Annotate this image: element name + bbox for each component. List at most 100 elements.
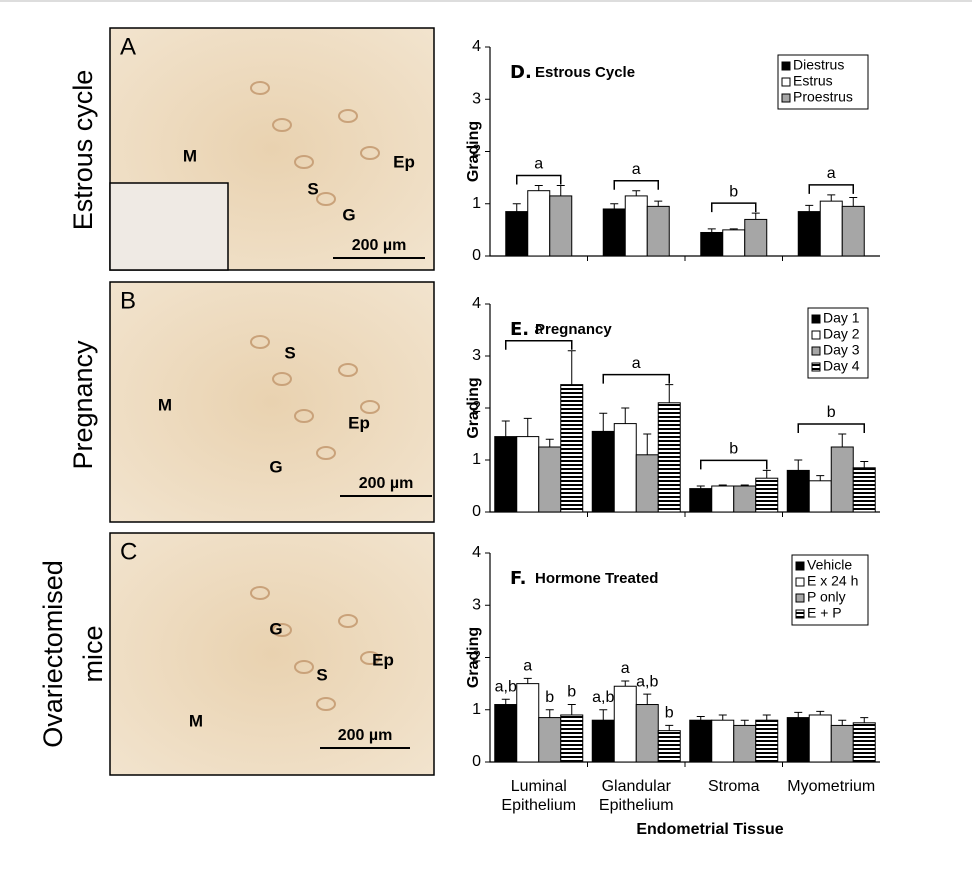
legend-label: P only — [807, 589, 846, 605]
gland — [316, 697, 336, 711]
y-axis-label: Grading — [465, 377, 482, 438]
bar — [591, 719, 615, 763]
error-bar — [599, 709, 608, 721]
tissue-label: Ep — [393, 152, 415, 171]
bar — [538, 446, 562, 513]
x-tick-label: Epithelium — [501, 797, 576, 814]
bar — [733, 724, 757, 763]
bar — [711, 719, 735, 763]
x-tick-label: Epithelium — [599, 797, 674, 814]
bar — [755, 477, 779, 513]
error-bar — [805, 204, 814, 212]
error-bar — [751, 212, 760, 220]
gland — [338, 614, 358, 628]
panel-letter: B — [120, 287, 136, 314]
error-bar — [762, 714, 771, 721]
gland — [250, 586, 270, 600]
gland — [360, 651, 380, 665]
error-bar — [860, 717, 869, 723]
legend-label: E x 24 h — [807, 573, 858, 589]
significance-label: a — [632, 355, 641, 372]
error-bar — [523, 677, 532, 684]
significance-label: a,b — [592, 689, 614, 706]
y-tick-label: 3 — [472, 596, 481, 613]
error-bar — [740, 484, 749, 486]
legend-swatch — [781, 93, 791, 103]
bar — [560, 714, 584, 763]
bar — [786, 469, 810, 513]
error-bar — [567, 350, 576, 385]
error-bar — [545, 438, 554, 447]
legend-label: Diestrus — [793, 57, 844, 73]
chart-title: Pregnancy — [535, 321, 612, 338]
tissue-label: G — [269, 619, 282, 638]
bar — [635, 704, 659, 763]
y-axis-label: Grading — [465, 627, 482, 688]
x-tick-label: Luminal — [511, 778, 567, 795]
bar — [602, 208, 626, 257]
legend-swatch — [795, 593, 805, 603]
bracket — [711, 202, 757, 213]
gland — [316, 192, 336, 206]
gland — [250, 81, 270, 95]
tissue-label: M — [158, 395, 172, 414]
x-tick-label: Glandular — [602, 778, 672, 795]
significance-label: a,b — [636, 673, 658, 690]
bar — [841, 205, 865, 257]
y-tick-label: 2 — [472, 399, 481, 416]
significance-label: b — [729, 183, 738, 200]
bar — [808, 714, 832, 763]
bar — [819, 200, 843, 257]
error-bar — [849, 196, 858, 207]
bar — [755, 719, 779, 763]
y-tick-label: 3 — [472, 347, 481, 364]
bar — [797, 211, 821, 257]
y-tick-label: 1 — [472, 451, 481, 468]
bracket — [613, 179, 659, 190]
error-bar — [696, 716, 705, 721]
bracket — [700, 459, 768, 470]
legend-swatch — [811, 362, 821, 372]
gland — [360, 400, 380, 414]
error-bar — [794, 711, 803, 718]
bracket — [797, 423, 865, 433]
y-axis-label: Grading — [465, 121, 482, 182]
chart-panel: F. — [510, 568, 527, 589]
bracket — [602, 373, 670, 384]
legend-label: Vehicle — [807, 557, 852, 573]
bar — [591, 430, 615, 513]
micrograph — [109, 532, 435, 776]
scale-label: 200 µm — [352, 237, 407, 254]
gland — [338, 363, 358, 377]
y-tick-label: 4 — [472, 38, 481, 55]
legend-label: Day 4 — [823, 358, 860, 374]
bar — [830, 724, 854, 763]
legend-swatch — [795, 609, 805, 619]
x-tick-label: Myometrium — [787, 778, 875, 795]
error-bar — [718, 484, 727, 486]
gland — [294, 660, 314, 674]
error-bar — [838, 433, 847, 447]
chart-title: Estrous Cycle — [535, 64, 635, 81]
significance-label: a — [523, 658, 532, 675]
y-tick-label: 2 — [472, 649, 481, 666]
legend-label: Estrus — [793, 73, 833, 89]
scale-label: 200 µm — [359, 475, 414, 492]
error-bar — [816, 475, 825, 481]
bar — [516, 683, 540, 763]
micrograph — [109, 281, 435, 523]
chart-panel: E. — [510, 319, 529, 340]
gland — [272, 623, 292, 637]
gland — [272, 118, 292, 132]
y-tick-label: 4 — [472, 544, 481, 561]
bracket — [505, 340, 573, 350]
significance-label: b — [729, 441, 738, 458]
legend-swatch — [811, 314, 821, 324]
error-bar — [654, 200, 663, 207]
legend-label: Proestrus — [793, 89, 853, 105]
error-bar — [621, 407, 630, 424]
significance-label: b — [665, 705, 674, 722]
chart-panel: D. — [510, 62, 532, 83]
